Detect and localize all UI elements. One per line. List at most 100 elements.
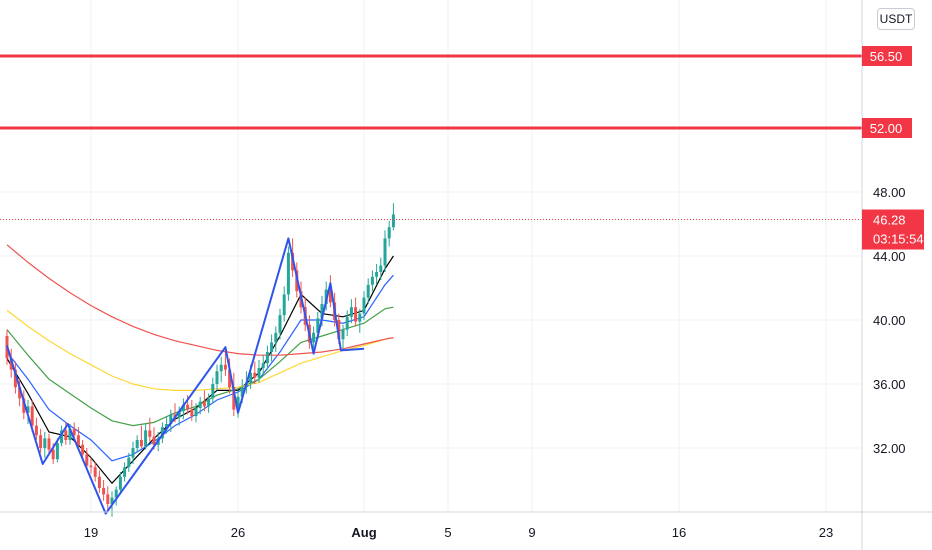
candle-body <box>148 430 152 437</box>
candle-body <box>223 364 227 370</box>
candle-body <box>274 332 278 343</box>
candle-body <box>328 289 332 303</box>
y-tick-label: 48.00 <box>873 185 906 200</box>
candle-body <box>18 387 22 399</box>
x-tick-label: 16 <box>672 525 686 540</box>
y-tick-label: 40.00 <box>873 313 906 328</box>
candle-body <box>387 227 391 239</box>
candle-body <box>349 307 353 317</box>
moving-average-line <box>6 309 394 391</box>
candle-body <box>366 284 370 298</box>
candle-body <box>26 406 30 413</box>
candle-body <box>139 440 143 447</box>
candle-body <box>198 401 202 408</box>
candle-body <box>228 369 232 388</box>
horizontal-levels[interactable] <box>0 54 862 130</box>
candle-body <box>169 414 173 424</box>
candle-body <box>362 297 366 314</box>
candle-body <box>186 404 190 410</box>
candle-body <box>114 489 118 498</box>
moving-average-line <box>6 255 394 485</box>
candle-body <box>202 401 206 407</box>
candle-body <box>64 430 68 440</box>
level-label-bg <box>862 118 912 138</box>
candle-body <box>68 428 72 440</box>
candle-body <box>194 408 198 416</box>
candle-body <box>370 276 374 285</box>
candle-body <box>55 443 59 460</box>
candle-body <box>110 497 114 504</box>
level-label-bg <box>862 46 912 66</box>
candle-body <box>207 398 211 407</box>
candle-body <box>337 320 341 340</box>
candle-body <box>13 369 17 388</box>
currency-badge[interactable]: USDT <box>877 8 915 30</box>
zigzag-line <box>6 237 365 515</box>
candle-body <box>47 438 51 450</box>
candle-body <box>320 304 324 319</box>
candle-body <box>89 465 93 468</box>
moving-average-line <box>6 244 394 356</box>
countdown-timer: 03:15:54 <box>873 232 924 247</box>
level-label: 56.50 <box>870 49 903 64</box>
candle-body <box>312 332 316 343</box>
candle-body <box>127 457 131 468</box>
candle-body <box>375 272 379 277</box>
candle-body <box>265 352 269 364</box>
x-tick-label: Aug <box>351 525 376 540</box>
moving-averages <box>6 244 394 485</box>
candle-body <box>316 318 320 333</box>
candle-body <box>144 430 148 447</box>
y-tick-label: 44.00 <box>873 249 906 264</box>
candle-body <box>131 448 135 458</box>
zigzag-pattern <box>6 237 365 515</box>
candle-body <box>211 384 215 399</box>
candle-body <box>345 316 349 330</box>
grid <box>0 0 862 512</box>
x-tick-label: 26 <box>231 525 245 540</box>
candle-body <box>102 488 106 495</box>
x-tick-label: 19 <box>84 525 98 540</box>
candle-body <box>43 438 47 448</box>
candle-body <box>152 436 156 445</box>
candle-body <box>232 387 236 410</box>
candles <box>5 203 395 517</box>
candle-body <box>391 214 395 228</box>
candle-body <box>106 494 110 504</box>
x-tick-label: 23 <box>819 525 833 540</box>
candle-body <box>22 398 26 413</box>
level-label: 52.00 <box>870 121 903 136</box>
candle-body <box>85 454 89 466</box>
candle-body <box>177 411 181 418</box>
candle-body <box>93 467 97 477</box>
candle-body <box>236 396 240 410</box>
candle-body <box>9 358 13 370</box>
candle-body <box>358 313 362 322</box>
candle-body <box>135 440 139 448</box>
candle-body <box>286 252 290 295</box>
x-tick-label: 9 <box>528 525 535 540</box>
candle-body <box>270 342 274 352</box>
candle-body <box>282 294 286 316</box>
candle-body <box>354 307 358 322</box>
candle-body <box>219 364 223 372</box>
y-tick-label: 32.00 <box>873 441 906 456</box>
candle-body <box>341 329 345 340</box>
last-price-value: 46.28 <box>873 213 906 228</box>
candle-body <box>123 467 127 477</box>
candle-body <box>240 387 244 397</box>
candle-body <box>39 435 43 448</box>
candle-body <box>181 404 185 412</box>
candle-body <box>60 430 64 444</box>
candle-body <box>34 425 38 436</box>
candle-body <box>253 372 257 378</box>
candle-body <box>72 428 76 436</box>
candle-body <box>51 449 55 460</box>
candle-body <box>76 435 80 445</box>
candle-body <box>160 427 164 439</box>
candle-body <box>261 363 265 368</box>
price-labels: 56.50 52.00 46.28 03:15:54 <box>862 46 924 250</box>
x-tick-label: 5 <box>444 525 451 540</box>
